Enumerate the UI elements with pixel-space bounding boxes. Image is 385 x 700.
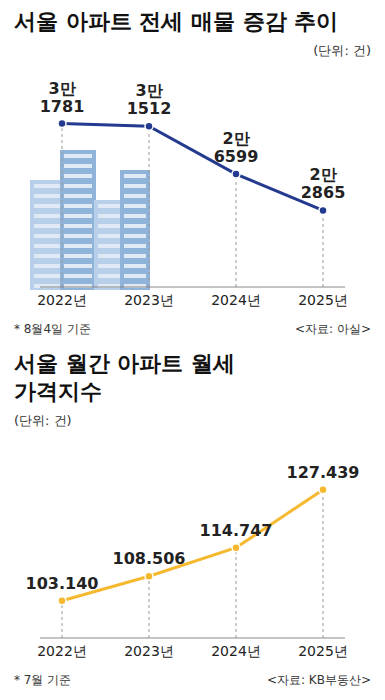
html-text:서울 아파트 전세 매물 증감 추이: 서울 아파트 전세 매물 증감 추이 [14,9,339,34]
svg-text:2023년: 2023년 [124,292,174,308]
svg-text:114.747: 114.747 [200,521,273,540]
svg-text:2023년: 2023년 [124,643,174,659]
svg-text:3만1781: 3만1781 [40,79,85,116]
html-text:서울 월간 아파트 월세가격지수: 서울 월간 아파트 월세가격지수 [14,351,235,404]
svg-text:3만1512: 3만1512 [127,81,172,118]
svg-text:2024년: 2024년 [211,292,261,308]
svg-text:2022년: 2022년 [37,643,87,659]
html-text:(단위: 건): (단위: 건) [14,413,72,428]
svg-text:127.439: 127.439 [287,463,360,482]
html-text:(단위: 건): (단위: 건) [313,43,371,58]
svg-text:2022년: 2022년 [37,292,87,308]
svg-text:108.506: 108.506 [113,549,186,568]
svg-text:2만2865: 2만2865 [301,165,346,202]
svg-text:103.140: 103.140 [26,574,99,593]
svg-text:2만6599: 2만6599 [214,129,259,166]
html-text:<자료: KB부동산>: <자료: KB부동산> [266,673,371,687]
html-text:* 8월4일 기준: * 8월4일 기준 [14,322,91,336]
svg-text:2025년: 2025년 [298,292,348,308]
svg-text:2025년: 2025년 [298,643,348,659]
html-text:* 7월 기준: * 7월 기준 [14,673,72,687]
svg-text:2024년: 2024년 [211,643,261,659]
html-text:<자료: 아실>: <자료: 아실> [295,322,371,336]
